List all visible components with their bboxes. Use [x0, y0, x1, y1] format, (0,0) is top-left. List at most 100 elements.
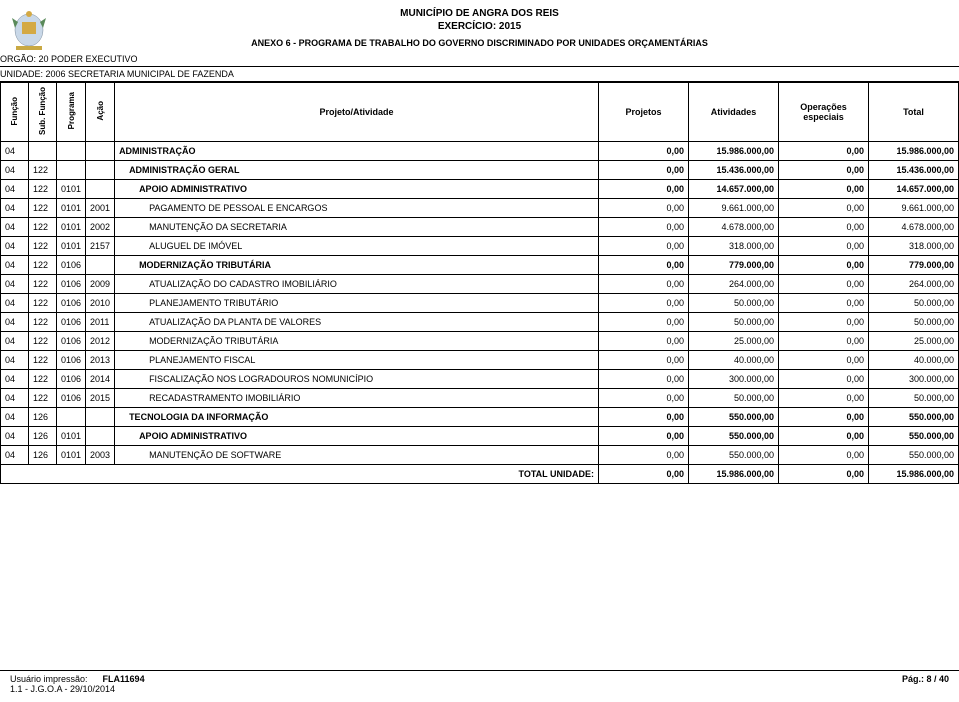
- table-cell: 0101: [57, 237, 86, 256]
- table-cell: FISCALIZAÇÃO NOS LOGRADOUROS NOMUNICÍPIO: [115, 370, 599, 389]
- table-cell: 0,00: [599, 446, 689, 465]
- user-label: Usuário impressão:: [10, 674, 88, 684]
- table-cell: 0,00: [779, 313, 869, 332]
- table-cell: 0106: [57, 389, 86, 408]
- table-cell: 14.657.000,00: [869, 180, 959, 199]
- table-cell: MODERNIZAÇÃO TRIBUTÁRIA: [115, 256, 599, 275]
- table-cell: ADMINISTRAÇÃO GERAL: [115, 161, 599, 180]
- table-cell: 04: [1, 275, 29, 294]
- table-cell: MODERNIZAÇÃO TRIBUTÁRIA: [115, 332, 599, 351]
- table-cell: 0,00: [779, 351, 869, 370]
- table-cell: 122: [29, 256, 57, 275]
- table-cell: 122: [29, 218, 57, 237]
- table-cell: 0101: [57, 180, 86, 199]
- table-cell: 04: [1, 199, 29, 218]
- col-total: Total: [869, 83, 959, 142]
- table-cell: 25.000,00: [689, 332, 779, 351]
- table-row: 0412201062009ATUALIZAÇÃO DO CADASTRO IMO…: [1, 275, 959, 294]
- table-row: 041260101APOIO ADMINISTRATIVO0,00550.000…: [1, 427, 959, 446]
- table-cell: 04: [1, 294, 29, 313]
- table-cell: 0,00: [779, 427, 869, 446]
- table-cell: 318.000,00: [689, 237, 779, 256]
- table-cell: 0106: [57, 294, 86, 313]
- col-operacoes: Operações especiais: [779, 83, 869, 142]
- table-cell: 04: [1, 389, 29, 408]
- table-cell: 550.000,00: [689, 427, 779, 446]
- table-cell: [57, 142, 86, 161]
- table-cell: 122: [29, 199, 57, 218]
- table-cell: 04: [1, 408, 29, 427]
- table-cell: 122: [29, 294, 57, 313]
- table-cell: 50.000,00: [869, 313, 959, 332]
- table-cell: 0,00: [779, 199, 869, 218]
- table-row: 0412201062012MODERNIZAÇÃO TRIBUTÁRIA0,00…: [1, 332, 959, 351]
- table-cell: 9.661.000,00: [689, 199, 779, 218]
- table-cell: 0101: [57, 427, 86, 446]
- table-cell: 0,00: [599, 161, 689, 180]
- table-cell: [86, 161, 115, 180]
- table-cell: 14.657.000,00: [689, 180, 779, 199]
- table-cell: 0,00: [599, 199, 689, 218]
- table-cell: 0,00: [779, 389, 869, 408]
- table-cell: 2009: [86, 275, 115, 294]
- table-cell: 4.678.000,00: [869, 218, 959, 237]
- table-cell: 2001: [86, 199, 115, 218]
- table-cell: 122: [29, 332, 57, 351]
- total-label: TOTAL UNIDADE:: [1, 465, 599, 484]
- table-cell: 2003: [86, 446, 115, 465]
- table-cell: 0,00: [599, 256, 689, 275]
- total-cell: 15.986.000,00: [869, 465, 959, 484]
- table-cell: ALUGUEL DE IMÓVEL: [115, 237, 599, 256]
- anexo-text: ANEXO 6 - PROGRAMA DE TRABALHO DO GOVERN…: [10, 38, 949, 48]
- table-cell: 550.000,00: [869, 427, 959, 446]
- table-cell: 0,00: [779, 275, 869, 294]
- table-cell: 04: [1, 237, 29, 256]
- table-cell: 04: [1, 370, 29, 389]
- table-cell: 126: [29, 427, 57, 446]
- table-cell: ATUALIZAÇÃO DA PLANTA DE VALORES: [115, 313, 599, 332]
- table-cell: 550.000,00: [869, 408, 959, 427]
- table-cell: [86, 180, 115, 199]
- table-cell: 0,00: [599, 313, 689, 332]
- table-cell: [86, 427, 115, 446]
- table-row: 041220106MODERNIZAÇÃO TRIBUTÁRIA0,00779.…: [1, 256, 959, 275]
- table-cell: APOIO ADMINISTRATIVO: [115, 180, 599, 199]
- table-row: 0412201062014FISCALIZAÇÃO NOS LOGRADOURO…: [1, 370, 959, 389]
- table-cell: 0,00: [779, 370, 869, 389]
- table-cell: 0,00: [599, 237, 689, 256]
- table-cell: 0,00: [779, 237, 869, 256]
- table-cell: 0,00: [779, 446, 869, 465]
- table-cell: 0106: [57, 256, 86, 275]
- table-cell: 04: [1, 332, 29, 351]
- table-cell: 300.000,00: [869, 370, 959, 389]
- table-cell: 0101: [57, 199, 86, 218]
- table-cell: 0,00: [779, 256, 869, 275]
- col-funcao: Função: [1, 83, 29, 142]
- footer-bottom-text: 1.1 - J.G.O.A - 29/10/2014: [10, 684, 949, 694]
- footer-user: Usuário impressão: FLA11694: [10, 674, 145, 684]
- table-cell: 2011: [86, 313, 115, 332]
- col-subfuncao: Sub. Função: [29, 83, 57, 142]
- table-cell: 15.436.000,00: [869, 161, 959, 180]
- table-cell: 0,00: [599, 408, 689, 427]
- table-cell: 50.000,00: [869, 294, 959, 313]
- table-row: 04ADMINISTRAÇÃO0,0015.986.000,000,0015.9…: [1, 142, 959, 161]
- table-cell: 4.678.000,00: [689, 218, 779, 237]
- table-row: 0412201062011ATUALIZAÇÃO DA PLANTA DE VA…: [1, 313, 959, 332]
- table-cell: 122: [29, 351, 57, 370]
- table-cell: 04: [1, 180, 29, 199]
- table-cell: 0,00: [779, 142, 869, 161]
- table-cell: 122: [29, 275, 57, 294]
- table-cell: 9.661.000,00: [869, 199, 959, 218]
- table-cell: 2013: [86, 351, 115, 370]
- table-cell: [57, 408, 86, 427]
- table-cell: 04: [1, 427, 29, 446]
- table-cell: 0,00: [779, 218, 869, 237]
- table-cell: 0,00: [779, 161, 869, 180]
- table-cell: 2010: [86, 294, 115, 313]
- table-cell: 0,00: [779, 408, 869, 427]
- table-cell: RECADASTRAMENTO IMOBILIÁRIO: [115, 389, 599, 408]
- table-cell: ADMINISTRAÇÃO: [115, 142, 599, 161]
- budget-table: Função Sub. Função Programa Ação Projeto…: [0, 82, 959, 484]
- table-cell: ATUALIZAÇÃO DO CADASTRO IMOBILIÁRIO: [115, 275, 599, 294]
